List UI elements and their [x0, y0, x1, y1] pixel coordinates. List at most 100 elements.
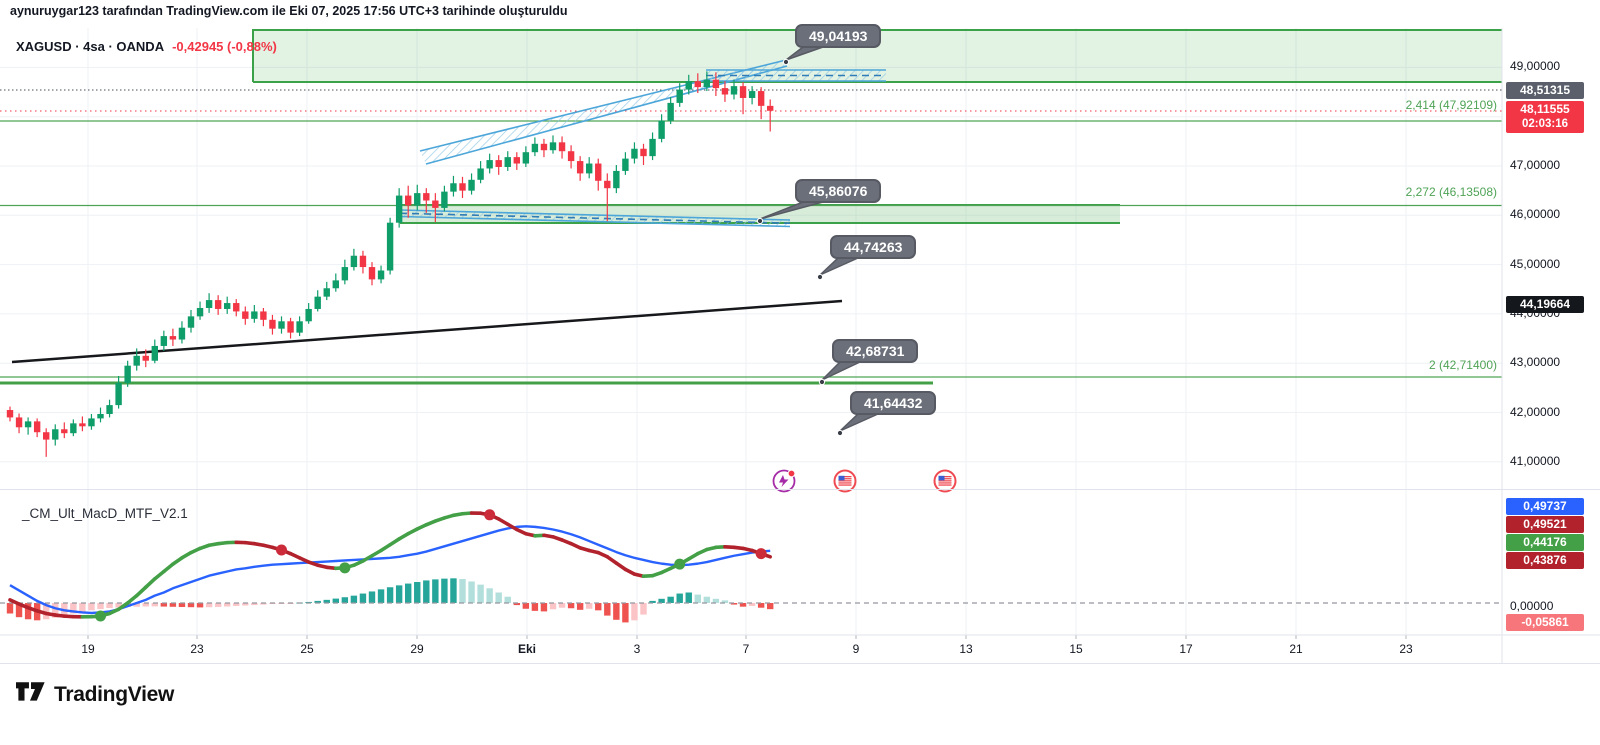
candle-body[interactable] [486, 160, 493, 169]
candle-body[interactable] [106, 405, 113, 414]
candle-body[interactable] [79, 423, 86, 427]
candle-body[interactable] [43, 432, 50, 440]
event-flash-icon[interactable] [772, 469, 796, 493]
candle-body[interactable] [323, 288, 330, 297]
candle-body[interactable] [405, 195, 412, 206]
candle-body[interactable] [767, 105, 774, 111]
macd-study[interactable] [0, 509, 1502, 623]
candle-body[interactable] [423, 193, 430, 201]
candle-body[interactable] [531, 143, 539, 153]
candle-body[interactable] [477, 168, 484, 180]
candle-body[interactable] [576, 161, 584, 174]
candle-body[interactable] [730, 86, 738, 95]
candle-body[interactable] [459, 183, 466, 191]
candle-body[interactable] [432, 200, 439, 208]
candle-body[interactable] [712, 79, 720, 89]
candle-body[interactable] [287, 321, 294, 333]
candle-body[interactable] [703, 79, 711, 88]
candle-body[interactable] [115, 382, 122, 406]
candle-body[interactable] [70, 423, 77, 434]
candle-body[interactable] [350, 255, 358, 268]
candle-body[interactable] [377, 270, 385, 280]
candle-body[interactable] [395, 195, 403, 223]
candle-body[interactable] [133, 355, 140, 366]
event-us-flag-icon[interactable] [833, 469, 857, 493]
price-callout[interactable]: 42,68731 [832, 339, 919, 363]
candle-body[interactable] [251, 311, 258, 319]
candle-body[interactable] [757, 91, 765, 106]
symbol-legend[interactable]: XAGUSD · 4sa · OANDA -0,42945 (-0,88%) [16, 39, 277, 54]
price-callout[interactable]: 45,86076 [795, 179, 882, 203]
tradingview-footer[interactable]: TradingView [16, 681, 174, 708]
candle-body[interactable] [513, 157, 520, 164]
candle-body[interactable] [649, 138, 656, 157]
candle-body[interactable] [260, 311, 267, 320]
candle-body[interactable] [278, 321, 285, 329]
candle-body[interactable] [142, 355, 149, 361]
candle-body[interactable] [6, 410, 14, 418]
rising-wedge-upper[interactable] [425, 65, 788, 165]
candle-body[interactable] [622, 158, 629, 171]
candle-body[interactable] [151, 345, 158, 361]
candle-body[interactable] [386, 222, 394, 271]
candle-body[interactable] [441, 191, 448, 208]
candle-body[interactable] [567, 151, 575, 162]
candle-body[interactable] [694, 81, 701, 88]
indicator-title[interactable]: _CM_Ult_MacD_MTF_V2.1 [22, 506, 188, 521]
candle-body[interactable] [169, 336, 177, 340]
candle-body[interactable] [586, 163, 593, 174]
candle-body[interactable] [504, 157, 511, 167]
candle-body[interactable] [124, 365, 131, 383]
candle-body[interactable] [721, 88, 729, 95]
candle-body[interactable] [495, 160, 502, 167]
symbol-title[interactable]: XAGUSD · 4sa · OANDA [16, 39, 165, 54]
candle-body[interactable] [224, 303, 231, 309]
price-callout[interactable]: 49,04193 [795, 24, 882, 48]
candle-body[interactable] [604, 180, 611, 189]
candle-body[interactable] [613, 170, 620, 189]
candle-body[interactable] [667, 102, 674, 121]
candlestick-series[interactable] [6, 71, 774, 457]
candle-body[interactable] [214, 300, 222, 309]
candle-body[interactable] [332, 280, 339, 289]
event-us-flag-icon[interactable] [933, 469, 957, 493]
candle-body[interactable] [187, 316, 195, 328]
wedge-lower-line[interactable] [399, 209, 791, 221]
candle-body[interactable] [205, 300, 213, 308]
price-callout[interactable]: 41,64432 [850, 391, 937, 415]
candle-body[interactable] [685, 81, 692, 90]
wedge-lower-line[interactable] [399, 215, 791, 228]
event-icons[interactable] [772, 469, 957, 493]
price-callout[interactable]: 44,74263 [830, 235, 917, 259]
candle-body[interactable] [33, 421, 41, 433]
candle-body[interactable] [242, 311, 249, 319]
candle-body[interactable] [296, 321, 303, 333]
candle-body[interactable] [414, 193, 421, 206]
candle-body[interactable] [468, 179, 475, 191]
candle-body[interactable] [15, 417, 23, 428]
candle-body[interactable] [52, 429, 59, 440]
candle-body[interactable] [540, 143, 548, 151]
candle-body[interactable] [739, 86, 747, 98]
candle-body[interactable] [450, 183, 457, 192]
candle-body[interactable] [269, 319, 276, 329]
candle-body[interactable] [522, 152, 530, 164]
candle-body[interactable] [61, 429, 68, 434]
candle-body[interactable] [314, 296, 321, 309]
black-trendline[interactable] [11, 299, 843, 364]
candle-body[interactable] [748, 91, 756, 98]
candle-body[interactable] [160, 336, 168, 346]
candle-body[interactable] [178, 327, 186, 340]
candle-body[interactable] [196, 307, 204, 317]
candle-body[interactable] [631, 148, 638, 159]
candle-body[interactable] [658, 120, 665, 139]
candle-body[interactable] [359, 255, 367, 268]
candle-body[interactable] [676, 89, 683, 103]
candle-body[interactable] [88, 418, 95, 427]
candle-body[interactable] [341, 267, 349, 281]
candle-body[interactable] [233, 303, 240, 312]
candle-body[interactable] [549, 142, 557, 151]
candle-body[interactable] [558, 142, 566, 152]
candle-body[interactable] [368, 267, 376, 280]
candle-body[interactable] [595, 163, 602, 181]
